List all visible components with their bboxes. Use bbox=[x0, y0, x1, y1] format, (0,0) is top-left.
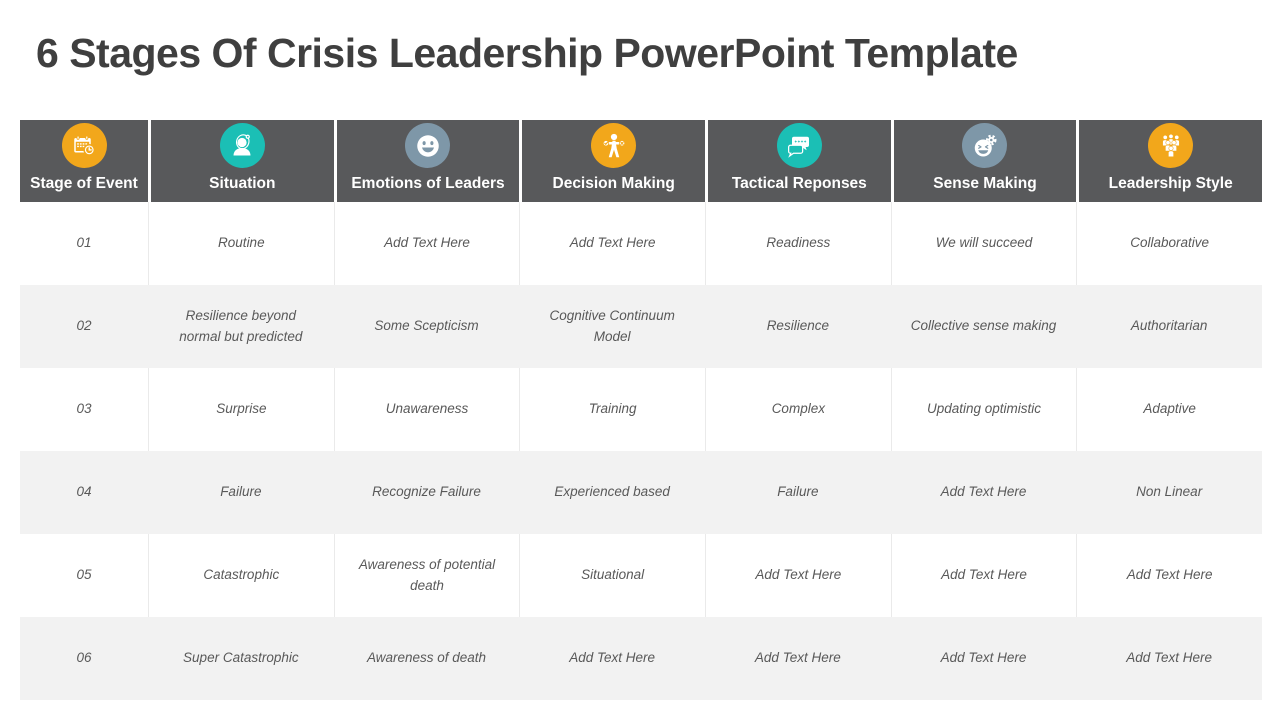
stage-number-cell: 02 bbox=[76, 318, 92, 334]
header-cell: Sense Making bbox=[890, 120, 1077, 202]
header-label: Tactical Reponses bbox=[731, 175, 867, 192]
header-label: Decision Making bbox=[552, 175, 675, 192]
table-cell: Collaborative bbox=[1076, 202, 1262, 285]
table-cell: Routine bbox=[148, 202, 334, 285]
header-cell: Tactical Reponses bbox=[705, 120, 891, 202]
table-cell: Experienced based bbox=[554, 484, 670, 500]
table-cell: Surprise bbox=[148, 368, 334, 451]
table-row: 03 Surprise Unawareness Training Complex Upda… bbox=[20, 368, 1262, 451]
stage-number-cell: 05 bbox=[76, 567, 92, 583]
table-cell: Resilience bbox=[766, 318, 829, 334]
table-cell: Awareness of potential death bbox=[333, 534, 520, 617]
table-cell: We will succeed bbox=[890, 202, 1077, 285]
table-cell: Failure bbox=[220, 484, 262, 500]
table-row: 01 Routine Add Text Here Add Text Here Readi… bbox=[20, 202, 1262, 285]
header-cell: Emotions of Leaders bbox=[333, 120, 520, 202]
table-cell: Collective sense making bbox=[910, 318, 1057, 334]
table-row: 05 Catastrophic Awareness of potential dea… bbox=[20, 534, 1262, 617]
header-label: Sense Making bbox=[933, 175, 1037, 192]
table-cell: Failure bbox=[777, 484, 819, 500]
chat-bubbles-icon bbox=[776, 123, 822, 168]
table-cell: Updating optimistic bbox=[890, 368, 1077, 451]
table-cell: Add Text Here bbox=[705, 534, 891, 617]
header-label: Leadership Style bbox=[1108, 175, 1233, 192]
table-cell: Add Text Here bbox=[1126, 650, 1213, 666]
table-cell: Super Catastrophic bbox=[183, 650, 299, 666]
table-cell: Add Text Here bbox=[333, 202, 520, 285]
header-cell: Decision Making bbox=[519, 120, 705, 202]
table-cell: Recognize Failure bbox=[372, 484, 481, 500]
table-row: 02 Resilience beyond normal but predicted… bbox=[20, 285, 1262, 368]
table-cell: Add Text Here bbox=[940, 650, 1027, 666]
header-label: Stage of Event bbox=[30, 175, 138, 192]
page-title: 6 Stages Of Crisis Leadership PowerPoint… bbox=[36, 30, 1018, 76]
table-cell: Unawareness bbox=[333, 368, 520, 451]
table-cell: Add Text Here bbox=[890, 534, 1077, 617]
header-cell: Leadership Style bbox=[1076, 120, 1262, 202]
laughing-gear-icon bbox=[962, 123, 1008, 168]
people-group-icon bbox=[1148, 123, 1194, 168]
table-cell: Some Scepticism bbox=[374, 318, 479, 334]
table-cell: Cognitive Continuum Model bbox=[549, 308, 675, 344]
table-cell: Non Linear bbox=[1136, 484, 1203, 500]
table-cell: Add Text Here bbox=[754, 650, 841, 666]
header-label: Situation bbox=[209, 175, 276, 192]
smiley-face-icon bbox=[405, 123, 451, 168]
table-cell: Adaptive bbox=[1076, 368, 1262, 451]
decision-person-icon bbox=[591, 123, 637, 168]
header-label: Emotions of Leaders bbox=[351, 175, 505, 192]
table-cell: Authoritarian bbox=[1130, 318, 1208, 334]
table-body: 01 Routine Add Text Here Add Text Here Readi… bbox=[20, 202, 1262, 700]
crisis-stages-table: Stage of Event Situation Emotions of Leade… bbox=[20, 120, 1262, 700]
table-cell: Catastrophic bbox=[148, 534, 334, 617]
stage-number-cell: 03 bbox=[76, 401, 92, 417]
table-cell: Add Text Here bbox=[940, 484, 1027, 500]
header-cell: Situation bbox=[148, 120, 334, 202]
table-cell: Awareness of death bbox=[366, 650, 487, 666]
header-cell: Stage of Event bbox=[20, 120, 148, 202]
table-cell: Add Text Here bbox=[569, 650, 656, 666]
table-cell: Add Text Here bbox=[1076, 534, 1262, 617]
calendar-clock-icon bbox=[61, 123, 107, 168]
table-cell: Add Text Here bbox=[519, 202, 705, 285]
table-cell: Training bbox=[519, 368, 705, 451]
table-row: 06 Super Catastrophic Awareness of death Ad… bbox=[20, 617, 1262, 700]
stage-number-cell: 06 bbox=[76, 650, 92, 666]
table-cell: Situational bbox=[519, 534, 705, 617]
table-cell: Resilience beyond normal but predicted bbox=[179, 308, 303, 344]
table-header-row: Stage of Event Situation Emotions of Leade… bbox=[20, 120, 1262, 202]
stage-number-cell: 04 bbox=[76, 484, 92, 500]
table-cell: Readiness bbox=[705, 202, 891, 285]
stage-number-cell: 01 bbox=[76, 235, 92, 251]
person-stethoscope-icon bbox=[219, 123, 265, 168]
table-row: 04 Failure Recognize Failure Experienced ba… bbox=[20, 451, 1262, 534]
table-cell: Complex bbox=[705, 368, 891, 451]
